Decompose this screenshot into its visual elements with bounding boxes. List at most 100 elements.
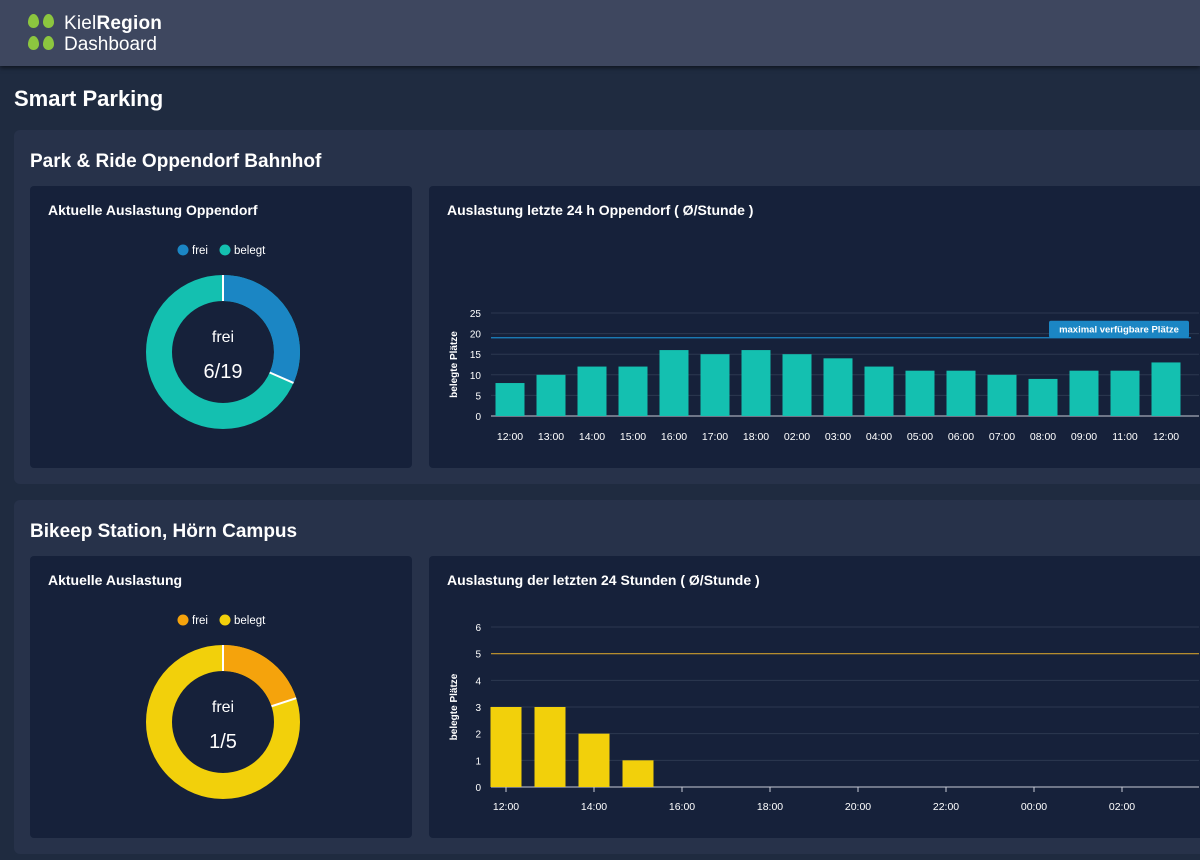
y-tick-label: 25 — [470, 309, 482, 320]
bar-13:00[interactable] — [534, 707, 566, 787]
x-tick-label: 03:00 — [825, 431, 851, 443]
y-tick-label: 4 — [475, 676, 481, 687]
y-tick-label: 2 — [475, 730, 481, 741]
bar-04:00[interactable] — [864, 366, 894, 416]
bar-17:00[interactable] — [700, 354, 730, 416]
card-title: Aktuelle Auslastung Oppendorf — [48, 202, 258, 218]
legend-frei-label[interactable]: frei — [192, 245, 208, 257]
bar-12:00[interactable] — [495, 383, 525, 416]
y-tick-label: 5 — [475, 391, 481, 402]
y-tick-label: 0 — [475, 412, 481, 423]
section-title: Park & Ride Oppendorf Bahnhof — [30, 151, 322, 172]
legend-belegt-swatch — [219, 614, 231, 626]
y-tick-label: 5 — [475, 650, 481, 661]
y-tick-label: 0 — [475, 783, 481, 794]
x-tick-label: 16:00 — [661, 431, 687, 443]
x-tick-label: 06:00 — [948, 431, 974, 443]
logo-subtitle: Dashboard — [64, 34, 157, 55]
bar-18:00[interactable] — [741, 350, 771, 416]
bar-15:00[interactable] — [622, 760, 654, 787]
bar-12:00[interactable] — [1151, 362, 1181, 416]
x-tick-label: 02:00 — [1109, 801, 1135, 813]
legend-frei-swatch — [177, 614, 189, 626]
section-bikeep-station: Bikeep Station, Hörn Campus Aktuelle Aus… — [14, 500, 1200, 854]
bar-14:00[interactable] — [578, 733, 610, 787]
donut-ring — [146, 645, 300, 799]
section-title: Bikeep Station, Hörn Campus — [30, 521, 298, 542]
y-tick-label: 10 — [470, 371, 482, 382]
donut-center-value: 1/5 — [209, 731, 237, 753]
donut-ring — [146, 275, 300, 429]
y-axis-label: belegte Plätze — [449, 673, 460, 740]
y-tick-label: 6 — [475, 623, 481, 634]
x-tick-label: 02:00 — [784, 431, 810, 443]
logo-icon — [28, 14, 56, 52]
legend-belegt-label[interactable]: belegt — [234, 245, 266, 257]
page-title: Smart Parking — [14, 86, 164, 111]
max-capacity-badge — [1049, 320, 1189, 338]
y-tick-label: 1 — [475, 756, 481, 767]
x-tick-label: 17:00 — [702, 431, 728, 443]
card-title: Auslastung der letzten 24 Stunden ( Ø/St… — [447, 572, 760, 588]
bar-14:00[interactable] — [577, 366, 607, 416]
x-tick-label: 15:00 — [620, 431, 646, 443]
x-tick-label: 00:00 — [1021, 801, 1047, 813]
bar-07:00[interactable] — [987, 374, 1017, 416]
bar-05:00[interactable] — [905, 370, 935, 416]
top-bar: KielRegion Dashboard — [0, 0, 1200, 66]
x-tick-label: 12:00 — [493, 801, 519, 813]
y-tick-label: 3 — [475, 703, 481, 714]
x-tick-label: 13:00 — [538, 431, 564, 443]
logo-text: KielRegion — [64, 13, 163, 34]
x-tick-label: 08:00 — [1030, 431, 1056, 443]
x-tick-label: 22:00 — [933, 801, 959, 813]
x-tick-label: 12:00 — [1153, 431, 1179, 443]
y-tick-label: 15 — [470, 350, 482, 361]
donut-chart: frei belegt frei 6/19 — [146, 244, 300, 429]
card-title: Aktuelle Auslastung — [48, 572, 183, 588]
x-tick-label: 11:00 — [1112, 431, 1138, 443]
x-tick-label: 18:00 — [757, 801, 783, 813]
bar-08:00[interactable] — [1028, 378, 1058, 416]
donut-card: Aktuelle Auslastung Oppendorf frei beleg… — [30, 186, 412, 468]
x-tick-label: 04:00 — [866, 431, 892, 443]
bar-chart: 0 1 2 3 4 5 6 belegte Plätze 12:00 14:00 16:00 18:0… — [449, 623, 1199, 813]
bar-chart-card: Auslastung letzte 24 h Oppendorf ( Ø/Stu… — [429, 186, 1200, 468]
legend-frei-swatch — [177, 244, 189, 256]
bar-chart-card: Auslastung der letzten 24 Stunden ( Ø/St… — [429, 556, 1200, 838]
donut-card: Aktuelle Auslastung frei belegt frei 1/5 — [30, 556, 412, 838]
bar-11:00[interactable] — [1110, 370, 1140, 416]
y-tick-label: 20 — [470, 330, 482, 341]
donut-center-label: frei — [212, 699, 234, 716]
max-capacity-label: maximal verfügbare Plätze — [1059, 325, 1179, 336]
bar-13:00[interactable] — [536, 374, 566, 416]
bar-03:00[interactable] — [823, 358, 853, 416]
x-tick-label: 20:00 — [845, 801, 871, 813]
legend-belegt-label[interactable]: belegt — [234, 615, 266, 627]
x-tick-label: 18:00 — [743, 431, 769, 443]
bar-02:00[interactable] — [782, 354, 812, 416]
donut-center-value: 6/19 — [204, 361, 243, 383]
donut-separator — [271, 697, 297, 708]
x-tick-label: 12:00 — [497, 431, 523, 443]
bar-09:00[interactable] — [1069, 370, 1099, 416]
legend-belegt-swatch — [219, 244, 231, 256]
bar-06:00[interactable] — [946, 370, 976, 416]
x-tick-label: 14:00 — [579, 431, 605, 443]
bar-16:00[interactable] — [659, 350, 689, 416]
donut-chart: frei belegt frei 1/5 — [146, 614, 300, 799]
section-park-and-ride: Park & Ride Oppendorf Bahnhof Aktuelle A… — [14, 130, 1200, 484]
x-tick-label: 05:00 — [907, 431, 933, 443]
bar-chart: 0 5 10 15 20 25 belegte Plätze maximal verfügba… — [449, 309, 1199, 443]
x-tick-label: 16:00 — [669, 801, 695, 813]
x-tick-label: 09:00 — [1071, 431, 1097, 443]
bar-15:00[interactable] — [618, 366, 648, 416]
x-tick-label: 07:00 — [989, 431, 1015, 443]
legend-frei-label[interactable]: frei — [192, 615, 208, 627]
x-tick-label: 14:00 — [581, 801, 607, 813]
card-title: Auslastung letzte 24 h Oppendorf ( Ø/Stu… — [447, 202, 754, 218]
y-axis-label: belegte Plätze — [449, 331, 460, 398]
donut-separator — [269, 371, 294, 384]
donut-center-label: frei — [212, 329, 234, 346]
bar-12:00[interactable] — [490, 707, 522, 787]
